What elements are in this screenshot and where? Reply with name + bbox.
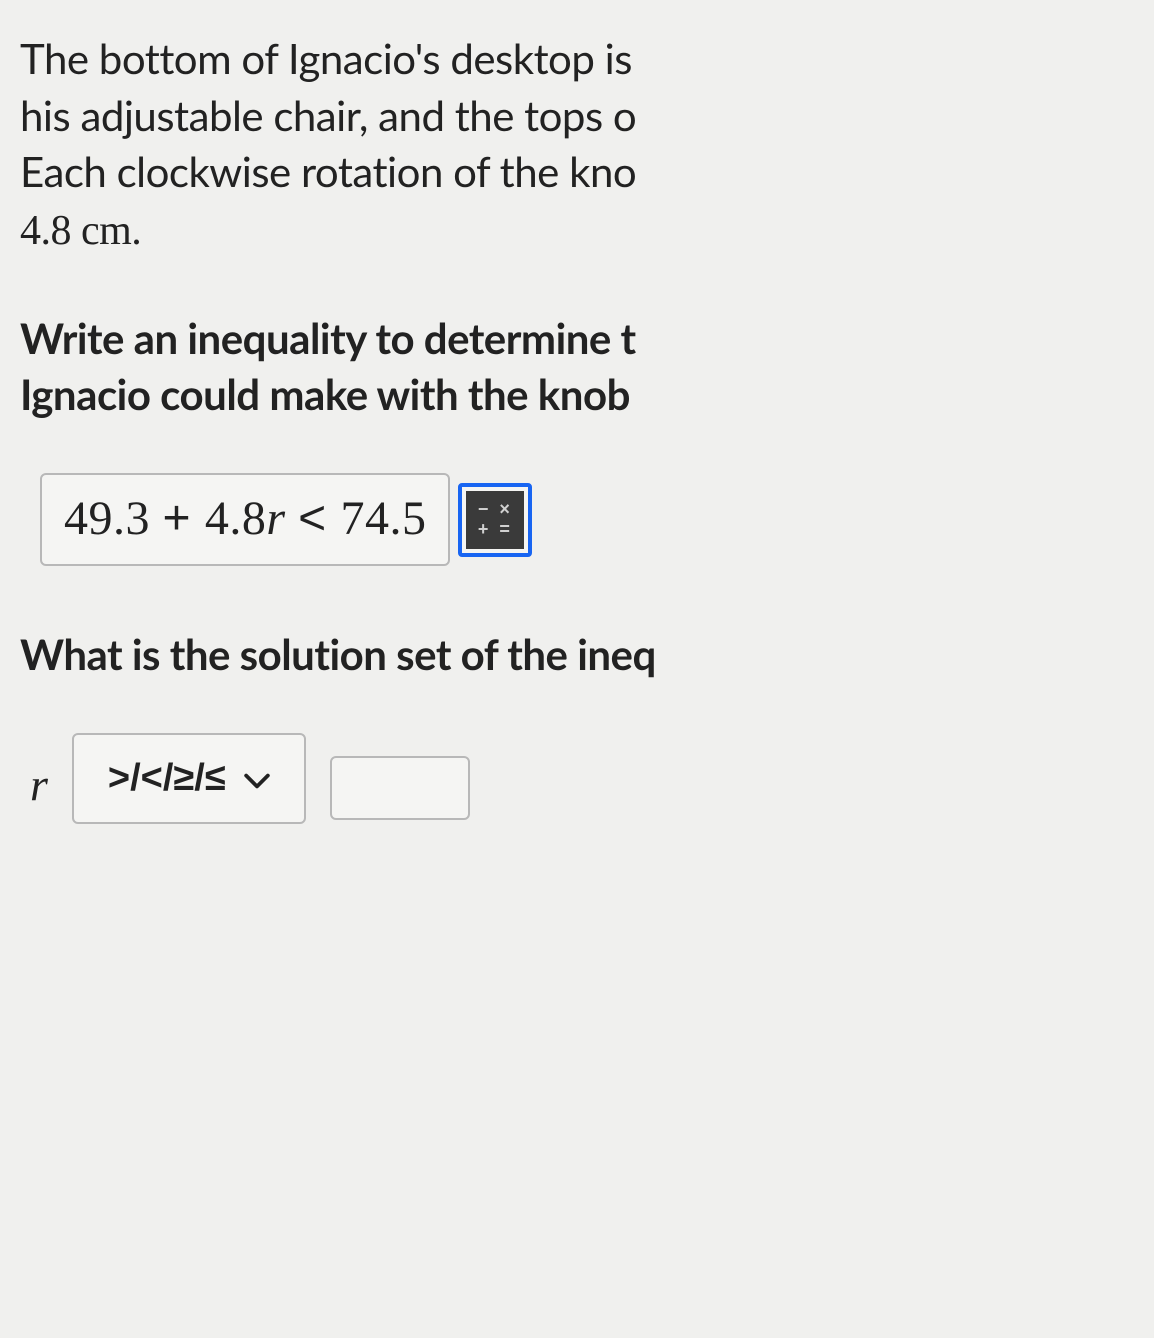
- inequality-input-row: 49.3 + 4.8r < 74.5 − × + =: [40, 473, 1134, 566]
- chevron-down-icon: [244, 753, 270, 804]
- solution-input-row: r >/</≥/≤: [30, 733, 1134, 824]
- answer-input[interactable]: [330, 756, 470, 820]
- problem-line-4: 4.8 cm.: [20, 208, 141, 254]
- problem-line-3: Each clockwise rotation of the kno: [20, 146, 636, 196]
- comparison-dropdown[interactable]: >/</≥/≤: [72, 733, 306, 824]
- math-keypad-button[interactable]: − × + =: [458, 483, 532, 557]
- problem-line-1: The bottom of Ignacio's desktop is: [20, 33, 632, 83]
- keypad-icon: − × + =: [466, 491, 524, 549]
- problem-statement: The bottom of Ignacio's desktop is his a…: [20, 30, 1134, 260]
- problem-line-2: his adjustable chair, and the tops o: [20, 90, 636, 140]
- inequality-input[interactable]: 49.3 + 4.8r < 74.5: [40, 473, 450, 566]
- prompt-line-1: Write an inequality to determine t: [20, 313, 636, 363]
- keypad-top-row: − ×: [478, 500, 513, 520]
- inequality-prompt: Write an inequality to determine t Ignac…: [20, 310, 1134, 423]
- prompt-line-2: Ignacio could make with the knob: [20, 369, 630, 419]
- keypad-bottom-row: + =: [478, 520, 513, 540]
- solution-prompt: What is the solution set of the ineq: [20, 626, 1134, 683]
- dropdown-label: >/</≥/≤: [108, 753, 226, 804]
- variable-label: r: [30, 754, 48, 824]
